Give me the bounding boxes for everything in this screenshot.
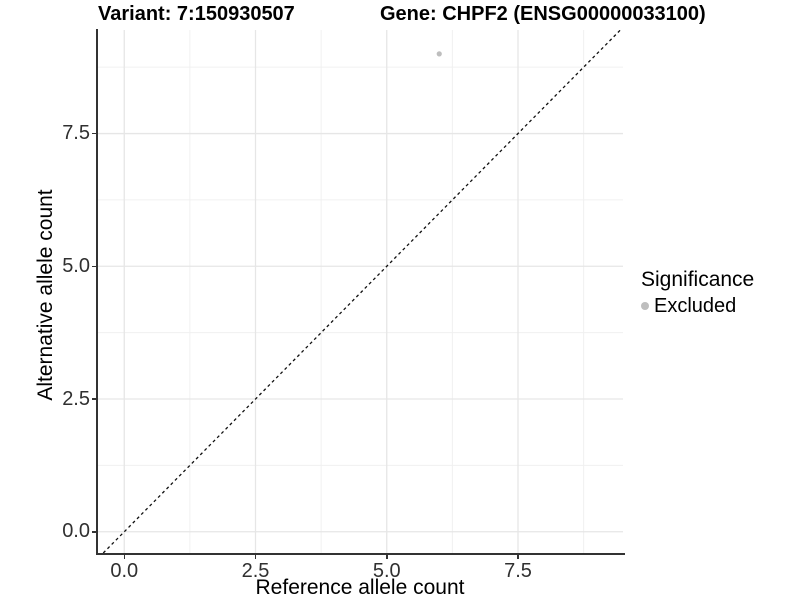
y-tick-label: 0.0 (62, 520, 90, 543)
y-tick-mark (92, 398, 96, 400)
y-tick-mark (92, 531, 96, 533)
x-axis-title: Reference allele count (255, 576, 465, 599)
legend-item-label: Excluded (654, 295, 737, 317)
gene-title: Gene: CHPF2 (ENSG00000033100) (380, 3, 706, 25)
x-tick-label: 5.0 (372, 560, 401, 582)
y-tick-label: 2.5 (62, 387, 90, 410)
plot-canvas (98, 30, 623, 553)
y-axis-title: Alternative allele count (34, 189, 57, 401)
x-axis-line (96, 553, 625, 555)
x-tick-label: 0.0 (110, 560, 139, 582)
data-point (436, 51, 442, 57)
x-tick-mark (517, 555, 519, 559)
legend: Significance Excluded (641, 267, 754, 317)
variant-title: Variant: 7:150930507 (98, 3, 295, 25)
point-swatch-icon (641, 302, 649, 310)
x-tick-label: 7.5 (504, 560, 532, 582)
y-axis-line (96, 29, 98, 555)
y-tick-label: 7.5 (62, 122, 90, 145)
x-tick-label: 2.5 (241, 560, 270, 582)
x-tick-mark (254, 555, 257, 559)
legend-title: Significance (641, 268, 755, 291)
x-tick-mark (123, 555, 125, 559)
y-tick-mark (92, 132, 96, 135)
plot-panel (98, 30, 623, 553)
identity-line (102, 30, 621, 553)
y-tick-label: 5.0 (62, 254, 90, 277)
y-tick-mark (92, 265, 96, 268)
x-tick-mark (386, 555, 388, 559)
legend-item-excluded: Excluded (641, 295, 754, 317)
